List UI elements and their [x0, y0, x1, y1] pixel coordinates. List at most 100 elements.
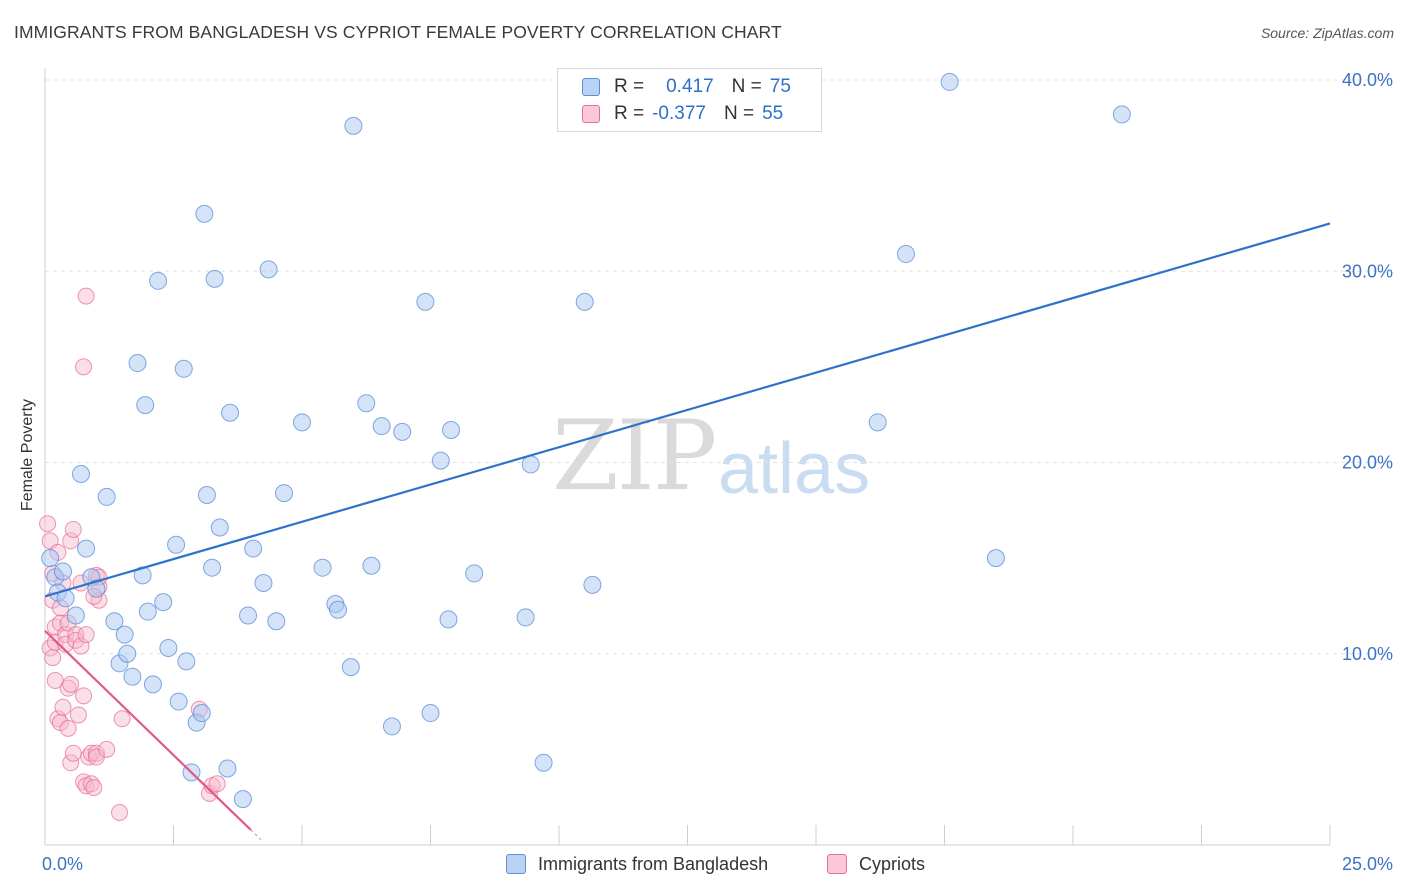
trend-lines [44, 222, 1331, 841]
bangladesh-point [534, 753, 553, 772]
x-tick-label: 25.0% [1342, 854, 1393, 874]
bangladesh-point [254, 573, 273, 592]
bangladesh-point [372, 417, 391, 436]
bangladesh-point [344, 116, 363, 135]
cypriots-point [39, 515, 57, 533]
bangladesh-point [53, 562, 72, 581]
bottom-legend-label-cypriots: Cypriots [859, 853, 926, 874]
legend-swatch-pink [582, 105, 600, 123]
bangladesh-point [362, 556, 381, 575]
source-label: Source: ZipAtlas.com [1260, 25, 1394, 41]
bangladesh-point [868, 413, 887, 432]
cypriots-point [87, 744, 105, 762]
cypriots-point [62, 675, 80, 693]
bangladesh-point [357, 394, 376, 413]
bangladesh-point [521, 455, 540, 474]
legend-n-value: 55 [762, 103, 784, 124]
y-tick-label: 30.0% [1342, 261, 1393, 281]
bangladesh-point [465, 564, 484, 583]
watermark-zip: ZIP [552, 400, 717, 512]
bangladesh-point [195, 204, 214, 223]
bangladesh-point [986, 549, 1005, 568]
bangladesh-point [138, 602, 157, 621]
cypriots-point [44, 649, 62, 667]
bangladesh-point [233, 790, 252, 809]
bangladesh-point [192, 704, 211, 723]
bangladesh-point [210, 518, 229, 537]
bangladesh-point [143, 675, 162, 694]
bangladesh-point [128, 354, 147, 373]
chart-title: IMMIGRANTS FROM BANGLADESH VS CYPRIOT FE… [14, 22, 782, 42]
y-tick-label: 10.0% [1342, 644, 1393, 664]
cypriots-point [111, 803, 129, 821]
cypriots-point [77, 626, 95, 644]
legend-n-value: 75 [769, 76, 791, 97]
bangladesh-point [421, 704, 440, 723]
y-axis-label: Female Poverty [19, 398, 36, 512]
bottom-legend-label-bangladesh: Immigrants from Bangladesh [538, 853, 769, 874]
bangladesh-point [77, 539, 96, 558]
bangladesh-point [896, 245, 915, 264]
bangladesh-point [66, 606, 85, 625]
bangladesh-point [136, 396, 155, 415]
bangladesh-point [97, 487, 116, 506]
bangladesh-point [218, 759, 237, 778]
axes [44, 68, 1331, 846]
legend-n-label: N = [723, 103, 755, 124]
bangladesh-point [341, 658, 360, 677]
cypriots-point [59, 719, 77, 737]
bangladesh-point [239, 606, 258, 625]
bottom-legend-bangladesh: Immigrants from Bangladesh [506, 852, 768, 876]
cypriots-point [75, 687, 93, 705]
trend-line-cypriots [44, 630, 252, 831]
bangladesh-point [431, 451, 450, 470]
legend-row-bangladesh: R = 0.417 N = 75 [582, 75, 791, 99]
bangladesh-point [123, 667, 142, 686]
bangladesh-point [41, 549, 60, 568]
bangladesh-point [442, 420, 461, 439]
cypriots-point [54, 698, 72, 716]
bangladesh-point [439, 610, 458, 629]
bangladesh-point [516, 608, 535, 627]
bangladesh-point [259, 260, 278, 279]
legend-n-label: N = [731, 76, 762, 97]
cypriots-point [208, 775, 226, 793]
trend-line-bangladesh [44, 222, 1331, 598]
bangladesh-point [575, 292, 594, 311]
trend-line-cypriots-extension [250, 829, 262, 841]
bangladesh-point [393, 422, 412, 441]
bangladesh-point [221, 403, 240, 422]
bangladesh-point [169, 692, 188, 711]
cypriots-point [64, 744, 82, 762]
cypriots-point [113, 710, 131, 728]
y-tick-label: 20.0% [1342, 453, 1393, 473]
bangladesh-point [118, 644, 137, 663]
cypriots-point [85, 779, 103, 797]
bangladesh-point [313, 558, 332, 577]
legend-swatch-blue [582, 78, 600, 96]
bangladesh-point [159, 639, 178, 658]
bangladesh-point [149, 271, 168, 290]
x-tick-label: 0.0% [42, 854, 83, 874]
legend-r-value: -0.377 [652, 103, 706, 124]
bangladesh-point [203, 558, 222, 577]
cypriots-point [77, 287, 95, 305]
bangladesh-point [167, 535, 186, 554]
bottom-legend-cypriots: Cypriots [827, 852, 925, 876]
legend-r-value: 0.417 [666, 76, 714, 97]
y-tick-label: 40.0% [1342, 70, 1393, 90]
correlation-legend: R = 0.417 N = 75 R = -0.377 N = 55 [557, 68, 822, 132]
bangladesh-point [416, 292, 435, 311]
bangladesh-point [87, 579, 106, 598]
cypriots-point [64, 520, 82, 538]
bangladesh-point [940, 72, 959, 91]
bangladesh-point [328, 600, 347, 619]
bangladesh-point [244, 539, 263, 558]
bangladesh-point [154, 593, 173, 612]
bangladesh-point [197, 486, 216, 505]
bangladesh-point [174, 359, 193, 378]
cypriots-point [98, 740, 116, 758]
bangladesh-point [177, 652, 196, 671]
bangladesh-point [105, 612, 124, 631]
